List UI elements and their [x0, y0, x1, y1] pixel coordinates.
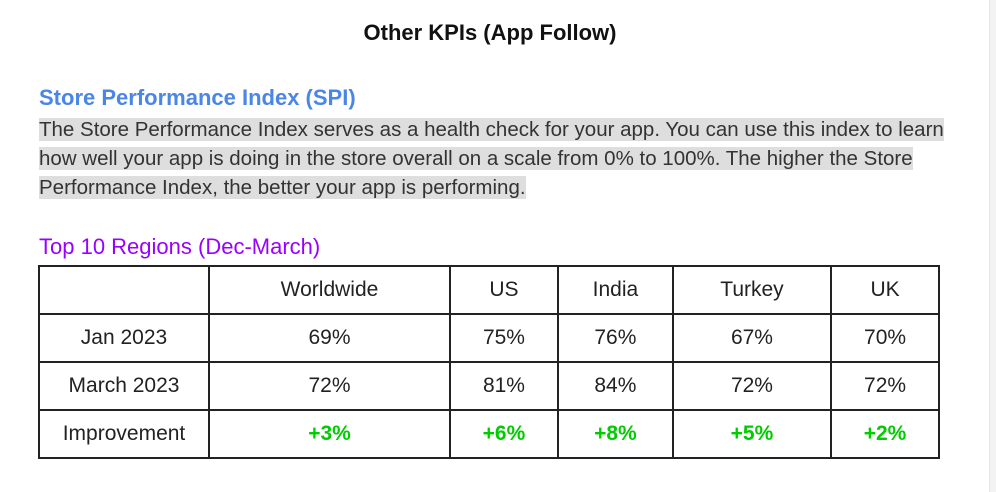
table-row-improvement: Improvement +3% +6% +8% +5% +2% — [38, 409, 940, 459]
row-label: Improvement — [38, 409, 210, 459]
column-header-india: India — [556, 265, 674, 315]
improvement-cell: +2% — [830, 409, 940, 459]
table-row-jan-2023: Jan 2023 69% 75% 76% 67% 70% — [38, 313, 940, 363]
table-cell: 84% — [556, 361, 674, 411]
regions-subheading: Top 10 Regions (Dec-March) — [39, 234, 321, 259]
improvement-cell: +3% — [208, 409, 451, 459]
column-header-uk: UK — [830, 265, 940, 315]
column-header-us: US — [449, 265, 559, 315]
improvement-cell: +5% — [671, 409, 833, 459]
spi-description: The Store Performance Index serves as a … — [39, 115, 944, 202]
table-cell: 76% — [556, 313, 674, 363]
column-header-empty — [38, 265, 210, 315]
table-cell: 69% — [208, 313, 451, 363]
improvement-cell: +8% — [556, 409, 674, 459]
table-cell: 75% — [449, 313, 559, 363]
row-label: March 2023 — [38, 361, 210, 411]
table-cell: 72% — [208, 361, 451, 411]
table-cell: 67% — [671, 313, 833, 363]
column-header-turkey: Turkey — [671, 265, 833, 315]
improvement-cell: +6% — [449, 409, 559, 459]
regions-table: Worldwide US India Turkey UK Jan 2023 69… — [38, 265, 940, 459]
spi-description-text: The Store Performance Index serves as a … — [39, 118, 944, 199]
page-edge — [989, 0, 996, 492]
spi-heading: Store Performance Index (SPI) — [39, 85, 356, 110]
table-header-row: Worldwide US India Turkey UK — [38, 265, 940, 315]
table-cell: 70% — [830, 313, 940, 363]
table-row-march-2023: March 2023 72% 81% 84% 72% 72% — [38, 361, 940, 411]
column-header-worldwide: Worldwide — [208, 265, 451, 315]
page-title: Other KPIs (App Follow) — [363, 20, 617, 45]
row-label: Jan 2023 — [38, 313, 210, 363]
table-cell: 72% — [830, 361, 940, 411]
table-cell: 81% — [449, 361, 559, 411]
table-cell: 72% — [671, 361, 833, 411]
